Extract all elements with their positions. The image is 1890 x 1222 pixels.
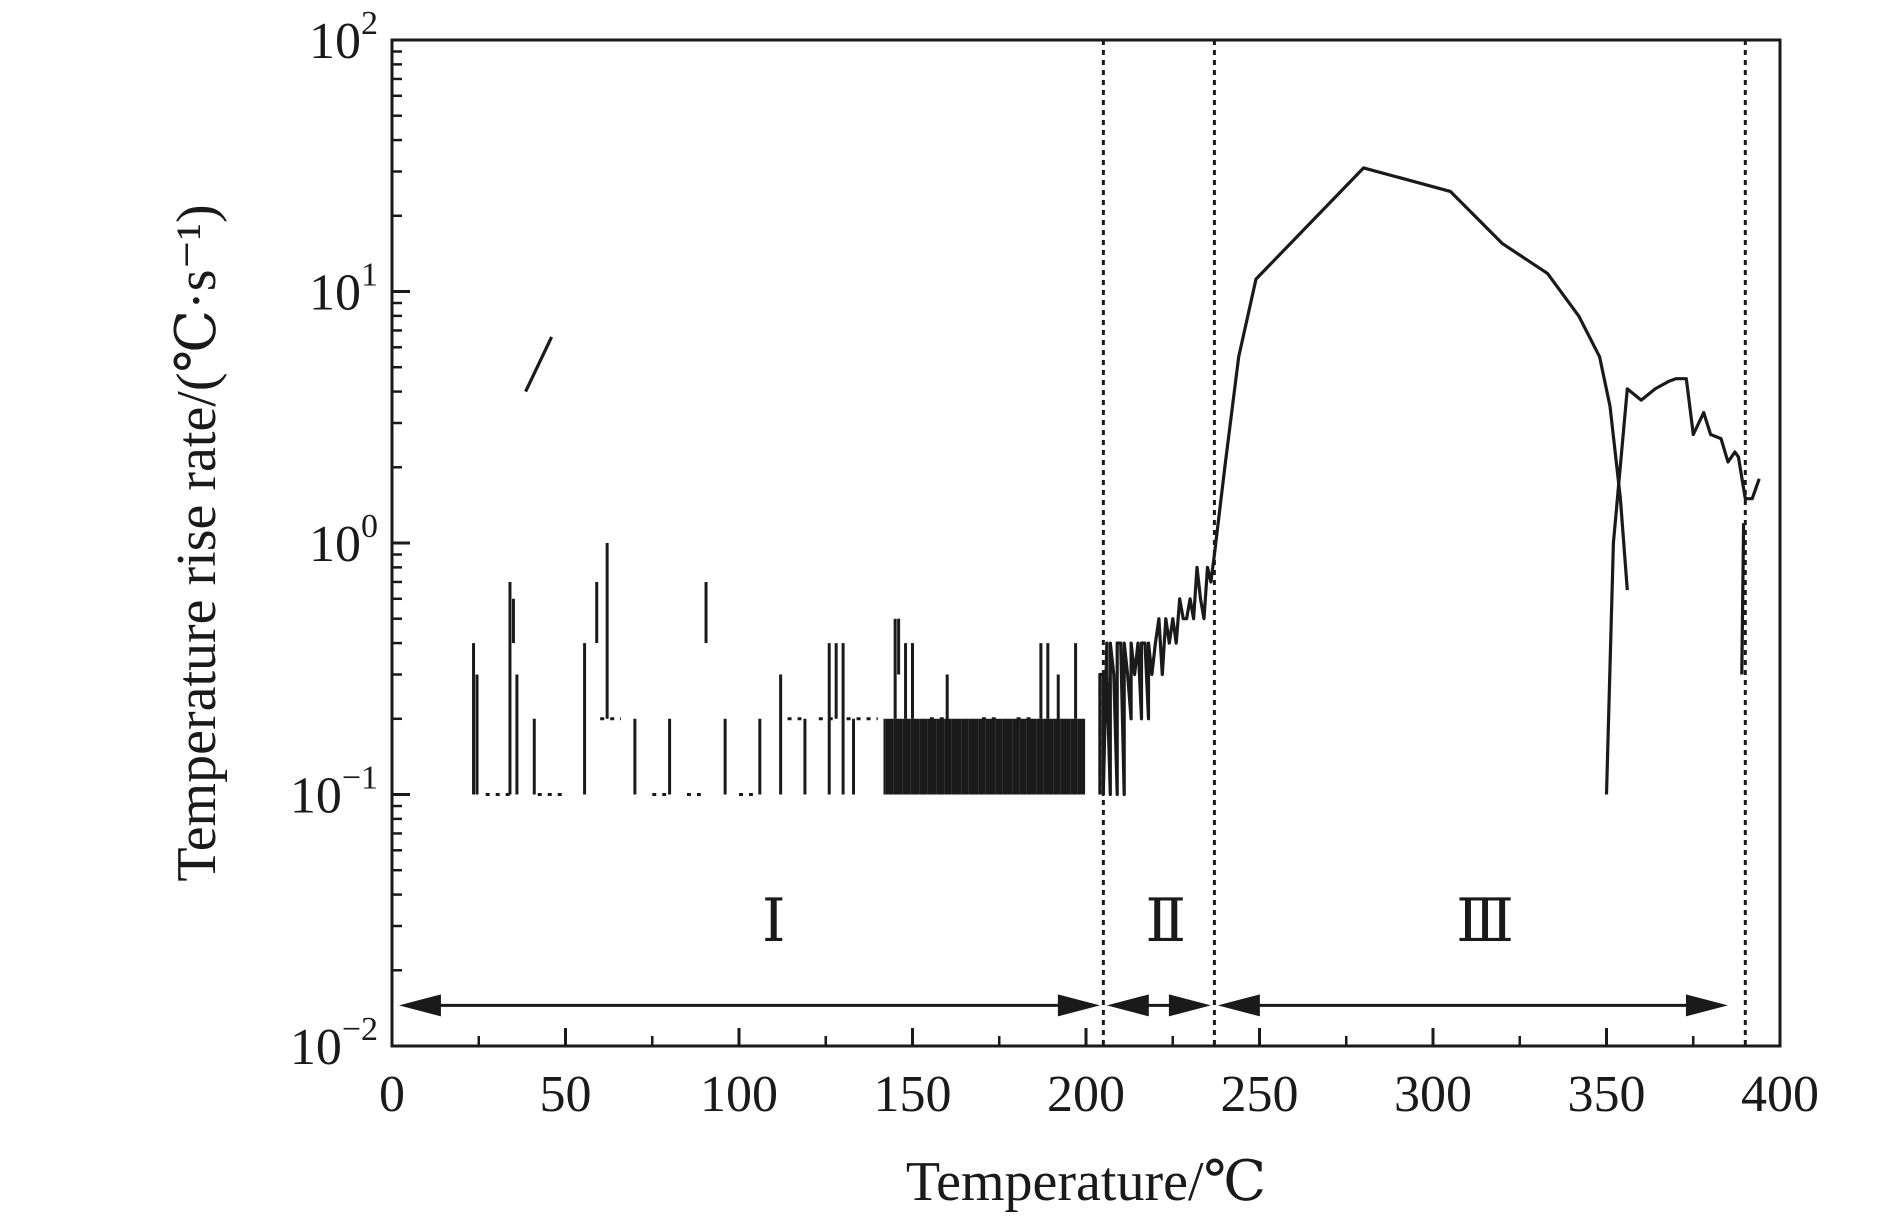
- series-line: [524, 336, 554, 393]
- x-tick-label: 300: [1394, 1066, 1472, 1123]
- series-line: [1604, 377, 1761, 795]
- region-label: Ⅲ: [1456, 888, 1514, 954]
- axis-ticks: 0 50 100 150 200 250 300 350 400 10−2 10−1 100 101 10…: [290, 5, 1819, 1123]
- region-arrow-head: [398, 994, 441, 1017]
- region-arrow-head: [1168, 994, 1211, 1017]
- y-tick-label: 101: [309, 257, 378, 322]
- plot-marks: Ⅰ Ⅱ Ⅲ: [398, 40, 1761, 1046]
- x-tick-label: 350: [1568, 1066, 1646, 1123]
- series-line: [1740, 523, 1746, 675]
- region-label: Ⅰ: [762, 888, 786, 954]
- series-line: [1098, 166, 1629, 797]
- y-axis-title: Temperature rise rate/(℃·s⁻¹): [166, 204, 228, 881]
- x-tick-label: 250: [1221, 1066, 1299, 1123]
- x-tick-label: 50: [540, 1066, 592, 1123]
- x-tick-label: 100: [700, 1066, 778, 1123]
- region-arrow-head: [1685, 994, 1728, 1017]
- x-tick-label: 150: [874, 1066, 952, 1123]
- x-tick-label: 400: [1741, 1066, 1819, 1123]
- x-tick-label: 0: [379, 1066, 405, 1123]
- y-tick-label: 102: [309, 5, 378, 70]
- region-arrow-head: [1106, 994, 1149, 1017]
- y-tick-label: 100: [309, 508, 378, 573]
- region-label: Ⅱ: [1145, 888, 1186, 954]
- y-tick-label: 10−1: [290, 760, 378, 825]
- region-arrow-head: [1057, 994, 1100, 1017]
- x-tick-label: 200: [1047, 1066, 1125, 1123]
- y-tick-label: 10−2: [290, 1011, 378, 1076]
- noise-band: [883, 718, 1086, 795]
- x-axis-title: Temperature/℃: [906, 1151, 1266, 1213]
- region-arrow-head: [1217, 994, 1260, 1017]
- plot-frame: [390, 38, 1782, 1048]
